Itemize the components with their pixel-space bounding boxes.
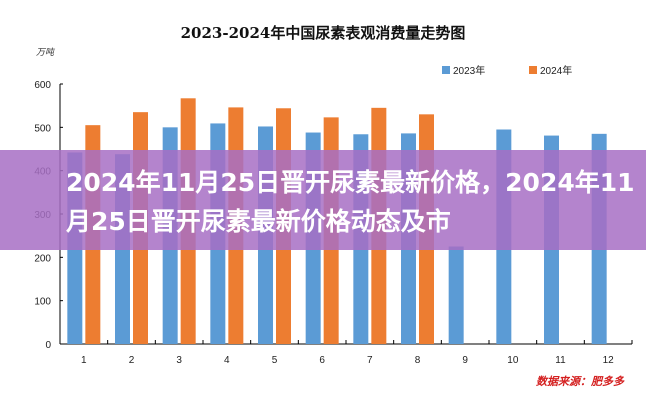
y-tick-label: 500 — [34, 123, 51, 134]
data-source: 数据来源：肥多多 — [536, 375, 624, 388]
x-tick-label: 11 — [555, 355, 566, 366]
legend-label: 2024年 — [540, 66, 573, 77]
bar-2023-month-9 — [448, 246, 464, 344]
x-tick-label: 9 — [462, 355, 468, 366]
x-tick-label: 6 — [319, 355, 325, 366]
y-axis-unit: 万吨 — [36, 48, 55, 58]
y-tick-label: 100 — [34, 297, 51, 308]
legend-swatch — [442, 65, 450, 74]
legend-swatch — [529, 65, 537, 74]
legend-label: 2023年 — [453, 66, 486, 77]
x-tick-label: 2 — [129, 355, 135, 366]
x-tick-label: 8 — [415, 355, 421, 366]
x-tick-label: 5 — [272, 355, 278, 366]
legend-item-2024: 2024年 — [529, 62, 572, 77]
y-tick-label: 600 — [34, 80, 51, 91]
x-tick-label: 7 — [367, 355, 373, 366]
x-tick-label: 10 — [507, 355, 519, 366]
headline-banner — [0, 150, 646, 250]
headline-text: 2024年11月25日晋开尿素最新价格，2024年11月25日晋开尿素最新价格动… — [66, 168, 635, 236]
chart-title: 2023-2024年中国尿素表观消费量走势图 — [180, 24, 466, 42]
legend-item-2023: 2023年 — [442, 62, 485, 77]
y-tick-label: 0 — [45, 340, 51, 351]
x-tick-label: 1 — [81, 355, 87, 366]
x-tick-label: 4 — [224, 355, 230, 366]
x-tick-label: 12 — [603, 355, 615, 366]
y-tick-label: 200 — [34, 253, 51, 264]
x-tick-label: 3 — [176, 355, 182, 366]
